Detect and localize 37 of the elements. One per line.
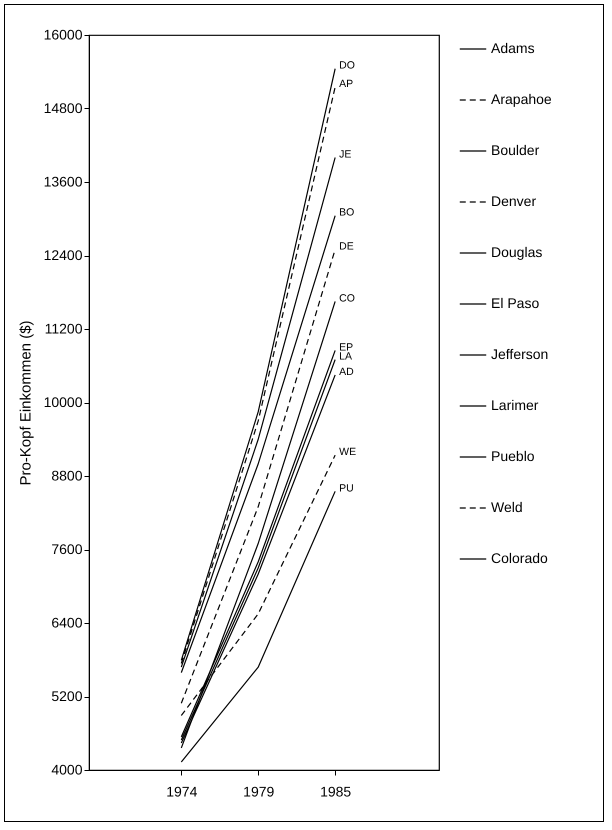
y-tick-label: 10000	[44, 394, 83, 410]
x-tick-label: 1985	[320, 784, 352, 800]
annotation: EP	[339, 341, 354, 354]
legend-label: Pueblo	[491, 448, 535, 464]
y-tick-label: 11200	[44, 320, 83, 336]
y-tick-label: 5200	[51, 688, 83, 704]
annotation: LA	[339, 350, 352, 363]
legend-label: El Paso	[491, 295, 540, 311]
y-tick-label: 16000	[44, 26, 83, 42]
y-tick-label: 12400	[44, 247, 83, 263]
y-tick-label: 6400	[51, 614, 83, 630]
legend-label: Arapahoe	[491, 91, 552, 107]
annotation: AD	[339, 366, 354, 378]
legend-label: Jefferson	[491, 346, 548, 362]
legend-label: Adams	[491, 40, 535, 56]
annotation: CO	[339, 292, 355, 304]
legend-label: Boulder	[491, 142, 540, 158]
x-tick-label: 1979	[243, 784, 275, 800]
y-tick-label: 7600	[51, 541, 83, 557]
annotation: DO	[339, 60, 355, 72]
legend-label: Colorado	[491, 550, 548, 566]
y-tick-label: 8800	[51, 468, 83, 484]
legend-label: Denver	[491, 193, 536, 209]
y-tick-label: 14800	[44, 100, 83, 116]
annotation: WE	[339, 446, 356, 458]
x-tick-label: 1974	[166, 784, 198, 800]
annotation: PU	[339, 482, 354, 494]
annotation: AP	[339, 78, 354, 90]
legend-label: Douglas	[491, 244, 542, 260]
y-tick-label: 4000	[51, 762, 83, 778]
y-tick-label: 13600	[44, 174, 83, 190]
annotation: JE	[339, 148, 352, 160]
legend-label: Larimer	[491, 397, 539, 413]
legend-label: Weld	[491, 499, 523, 515]
y-axis-title: Pro-Kopf Einkommen ($)	[18, 320, 35, 486]
annotation: BO	[339, 206, 354, 219]
annotation: DE	[339, 240, 354, 252]
